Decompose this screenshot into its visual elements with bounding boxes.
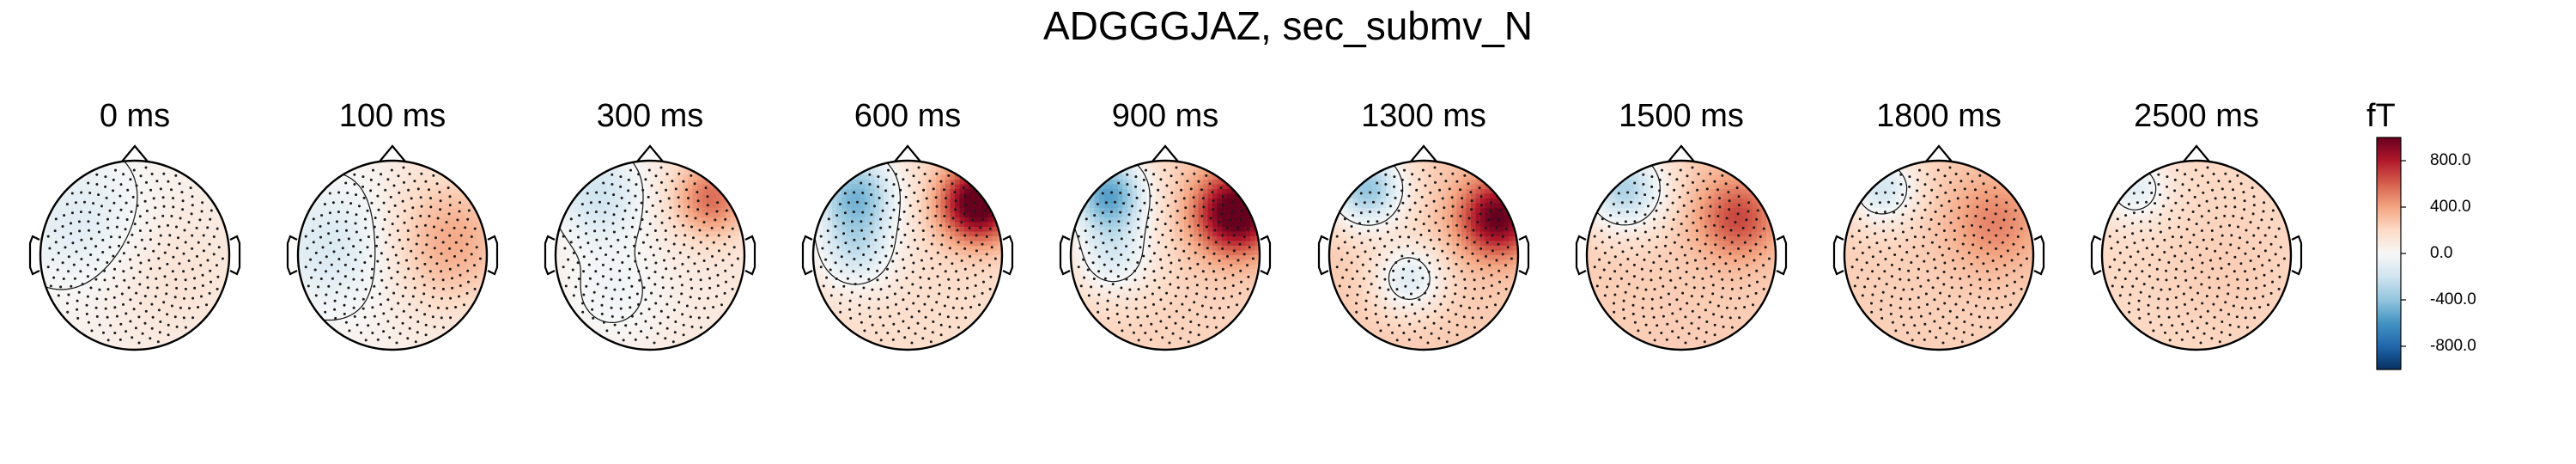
colorbar-tick-label: -400.0 [2430,290,2476,308]
sensor-dots [46,166,224,345]
time-label: 600 ms [854,98,962,134]
left-ear-icon [1832,235,1844,276]
right-ear-icon [1518,235,1530,276]
nose-icon [379,144,406,162]
right-ear-icon [1260,235,1272,276]
left-ear-icon [28,235,40,276]
head-outline [554,159,746,351]
topomap [1059,144,1272,351]
colorbar-tick-label: 800.0 [2430,151,2471,169]
left-ear-icon [801,235,813,276]
colorbar-tick-label: 400.0 [2430,198,2471,216]
time-label: 300 ms [596,98,704,134]
nose-icon [894,144,921,162]
time-label: 100 ms [338,98,447,134]
topomap [544,144,756,351]
head-outline [1327,159,1520,351]
nose-icon [121,144,149,162]
nose-icon [1925,144,1953,162]
nose-icon [1410,144,1437,162]
sensor-dots [2108,166,2286,345]
time-label: 0 ms [99,98,171,134]
time-label: 1500 ms [1619,98,1744,134]
sensor-dots [1850,166,2028,345]
left-ear-icon [1059,235,1071,276]
time-label: 1800 ms [1876,98,2002,134]
right-ear-icon [2291,235,2303,276]
right-ear-icon [1002,235,1014,276]
right-ear-icon [744,235,756,276]
topomap [1832,144,2045,351]
colorbar [2376,137,2402,370]
head-outline [296,159,489,351]
nose-icon [1151,144,1179,162]
right-ear-icon [229,235,241,276]
left-ear-icon [1575,235,1587,276]
head-outline [1069,159,1261,351]
nose-icon [2183,144,2210,162]
head-outline [811,159,1004,351]
topomap [801,144,1014,351]
right-ear-icon [2033,235,2045,276]
head-outline [1585,159,1777,351]
nose-icon [636,144,664,162]
topomap [1317,144,1530,351]
colorbar-unit-label: fT [2366,98,2396,134]
chart-title: ADGGGJAZ, sec_submv_N [1042,3,1534,48]
left-ear-icon [1317,235,1329,276]
sensor-dots [1593,166,1771,345]
colorbar-tick-label: 0.0 [2430,244,2453,262]
left-ear-icon [286,235,298,276]
right-ear-icon [487,235,499,276]
topomap [1575,144,1788,351]
time-label: 900 ms [1111,98,1219,134]
topomap [286,144,499,351]
head-outline [2100,159,2293,351]
nose-icon [1668,144,1695,162]
head-outline [39,159,231,351]
sensor-dots [1335,166,1513,345]
head-outline [1843,159,2035,351]
topomap [28,144,241,351]
left-ear-icon [544,235,556,276]
sensor-dots [1077,166,1255,345]
topomap [2090,144,2303,351]
left-ear-icon [2090,235,2102,276]
sensor-dots [819,166,997,345]
topomap-field [813,161,1002,350]
colorbar-tick-label: -800.0 [2430,337,2476,355]
right-ear-icon [1776,235,1788,276]
time-label: 2500 ms [2134,98,2259,134]
topomap-field [1587,161,1776,350]
time-label: 1300 ms [1361,98,1486,134]
sensor-dots [304,166,482,345]
sensor-dots [562,166,739,345]
